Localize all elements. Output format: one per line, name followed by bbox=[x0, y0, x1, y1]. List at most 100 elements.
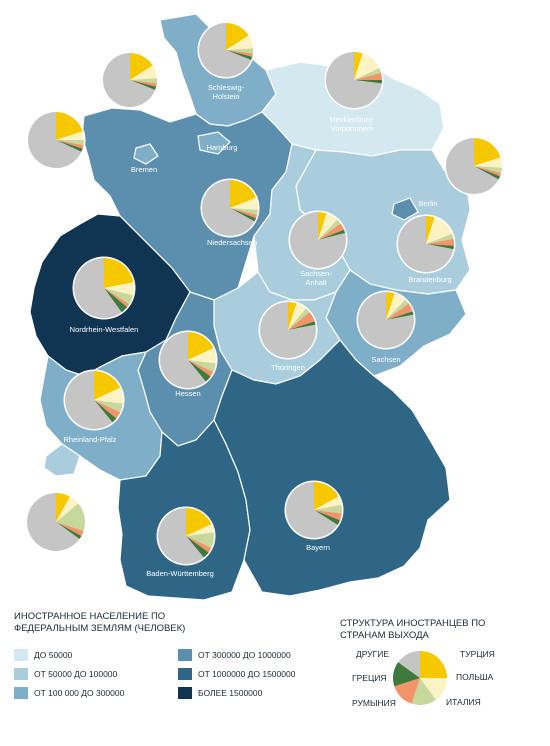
pie-label-other: ДРУГИЕ bbox=[356, 649, 390, 659]
label-saarland: Saarland bbox=[15, 467, 45, 476]
pie-slice-other bbox=[326, 52, 382, 108]
pie-slice-poland bbox=[288, 303, 306, 330]
pie-slice-greece bbox=[354, 80, 382, 84]
pie-niedersachsen bbox=[200, 178, 260, 238]
pie-slice-turkey bbox=[420, 651, 447, 678]
pie-slice-poland bbox=[474, 157, 502, 168]
pie-slice-turkey bbox=[386, 292, 395, 320]
pie-slice-italy bbox=[288, 308, 310, 330]
pie-bayern bbox=[284, 480, 344, 540]
pie-slice-romania bbox=[318, 223, 345, 240]
pie-slice-italy bbox=[230, 208, 258, 215]
legend-swatch bbox=[178, 649, 192, 661]
pie-slice-romania bbox=[426, 238, 454, 246]
pie-slice-poland bbox=[226, 35, 253, 50]
legend-swatch bbox=[14, 668, 28, 680]
pie-slice-italy bbox=[474, 166, 502, 173]
pie-thueringen bbox=[258, 300, 318, 360]
label-nrw: Nordrhein-Westfalen bbox=[70, 325, 139, 334]
pie-slice-other bbox=[446, 138, 499, 195]
pie-sachsen bbox=[356, 290, 416, 350]
pie-slice-italy bbox=[186, 532, 215, 548]
pie-slice-turkey bbox=[354, 52, 363, 80]
pie-slice-greece bbox=[474, 166, 501, 180]
legend-pie bbox=[392, 650, 448, 706]
pie-slice-romania bbox=[104, 288, 130, 308]
pie-slice-poland bbox=[56, 131, 84, 140]
pie-slice-italy bbox=[104, 288, 134, 305]
pie-nrw bbox=[72, 256, 136, 320]
pie-slice-romania bbox=[474, 166, 502, 177]
label-mecklenburg: Mecklenburg-Vorpommern bbox=[329, 115, 375, 133]
label-schleswig-holstein: Schleswig-Holstein bbox=[208, 83, 245, 101]
pie-slice-greece bbox=[230, 208, 257, 222]
pie-label-italy: ИТАЛИЯ bbox=[446, 697, 481, 707]
state-saarland[interactable] bbox=[43, 443, 81, 477]
pie-slice-greece bbox=[426, 244, 454, 250]
state-hamburg[interactable] bbox=[197, 131, 231, 155]
pie-slice-greece bbox=[94, 400, 117, 423]
pie-slice-other bbox=[73, 258, 122, 319]
pie-slice-greece bbox=[56, 522, 82, 540]
pie-slice-romania bbox=[230, 208, 258, 219]
pie-rheinland-pfalz bbox=[63, 369, 125, 431]
state-bremen[interactable] bbox=[133, 143, 159, 165]
pie-slice-poland bbox=[186, 524, 214, 536]
pie-hamburg bbox=[101, 51, 159, 109]
pie-brandenburg bbox=[396, 214, 456, 274]
pie-slice-romania bbox=[226, 50, 253, 57]
label-rheinland-pfalz: Rheinland-Pfalz bbox=[64, 435, 117, 444]
pie-slice-turkey bbox=[226, 22, 249, 50]
legend-swatch bbox=[178, 687, 192, 699]
pie-slice-italy bbox=[354, 68, 382, 80]
pie-slice-romania bbox=[288, 312, 315, 330]
state-berlin[interactable] bbox=[391, 197, 419, 221]
label-sachsen: Sachsen bbox=[371, 355, 400, 364]
legend-item-c5: ОТ 1000000 ДО 1500000 bbox=[178, 668, 295, 680]
pie-slice-poland bbox=[318, 213, 338, 240]
pie-slice-other bbox=[397, 216, 454, 273]
pie-label-greece: ГРЕЦИЯ bbox=[352, 673, 387, 683]
pie-slice-poland bbox=[386, 293, 406, 320]
pie-berlin bbox=[444, 136, 504, 196]
pie-slice-italy bbox=[56, 503, 85, 531]
pie-slice-poland bbox=[104, 282, 135, 296]
pie-slice-italy bbox=[314, 504, 342, 514]
pie-slice-other bbox=[357, 292, 414, 348]
pie-slice-poland bbox=[188, 348, 217, 364]
pie-slice-other bbox=[102, 53, 156, 107]
label-brandenburg: Brandenburg bbox=[408, 275, 451, 284]
pie-slice-other bbox=[28, 112, 82, 168]
pie-slice-romania bbox=[386, 303, 413, 320]
pie-slice-other bbox=[398, 651, 420, 678]
state-bayern[interactable] bbox=[213, 339, 451, 597]
pie-slice-poland bbox=[230, 197, 258, 210]
pie-slice-poland bbox=[354, 53, 380, 80]
label-bayern: Bayern bbox=[306, 543, 330, 552]
pie-slice-greece bbox=[56, 140, 83, 152]
pie-legend-title: СТРУКТУРА ИНОСТРАНЦЕВ ПО СТРАНАМ ВЫХОДА bbox=[340, 618, 486, 641]
pie-slice-other bbox=[202, 180, 255, 237]
pie-slice-romania bbox=[56, 522, 84, 536]
pie-slice-turkey bbox=[104, 258, 134, 288]
pie-slice-romania bbox=[188, 360, 214, 377]
pie-slice-turkey bbox=[230, 180, 257, 208]
legend-swatch bbox=[14, 687, 28, 699]
pie-slice-poland bbox=[56, 496, 79, 522]
pie-slice-romania bbox=[394, 678, 420, 704]
legend-swatch bbox=[178, 668, 192, 680]
pie-slice-romania bbox=[94, 400, 121, 419]
pie-saarland bbox=[25, 491, 87, 553]
pie-slice-greece bbox=[188, 360, 211, 382]
pie-slice-turkey bbox=[94, 371, 121, 400]
pie-slice-romania bbox=[186, 536, 212, 553]
pie-slice-italy bbox=[56, 140, 84, 146]
pie-slice-romania bbox=[354, 73, 382, 80]
pie-slice-other bbox=[64, 371, 113, 430]
pie-bremen bbox=[26, 110, 86, 170]
pie-slice-turkey bbox=[426, 216, 435, 244]
label-bremen: Bremen bbox=[131, 165, 157, 174]
pie-slice-poland bbox=[420, 678, 447, 700]
label-berlin: Berlin bbox=[418, 199, 437, 208]
